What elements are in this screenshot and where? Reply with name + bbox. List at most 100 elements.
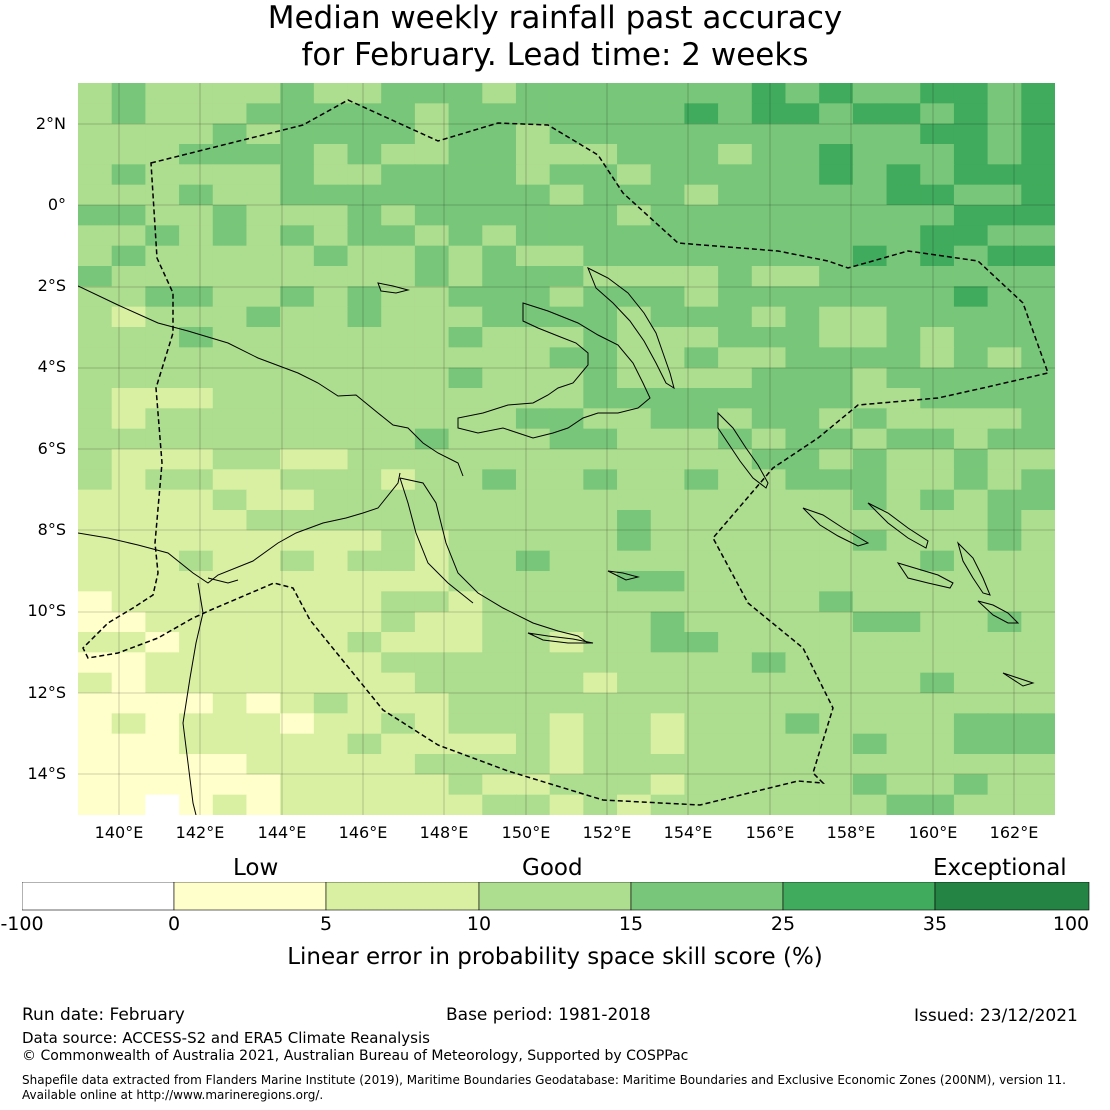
skill-cell — [852, 611, 888, 633]
skill-cell — [280, 245, 315, 267]
lon-label-156e: 156°E — [745, 823, 795, 842]
colorbar-tick: 35 — [922, 913, 948, 935]
skill-cell — [179, 306, 214, 328]
skill-cell — [852, 632, 888, 653]
skill-cell — [684, 164, 719, 186]
colorbar-tick: 15 — [618, 913, 644, 935]
shapefile-credit: Shapefile data extracted from Flanders M… — [22, 1073, 1066, 1087]
skill-cell — [819, 672, 854, 694]
skill-cell — [785, 652, 820, 674]
skill-cell — [785, 774, 820, 796]
skill-cell — [819, 388, 854, 409]
skill-cell — [987, 672, 1022, 694]
skill-cell — [684, 245, 719, 267]
skill-cell — [819, 327, 854, 348]
lon-label-154e: 154°E — [663, 823, 713, 842]
skill-cell — [785, 184, 820, 206]
skill-cell — [145, 103, 180, 125]
skill-cell — [381, 591, 416, 613]
skill-cell — [246, 144, 281, 165]
skill-cell — [246, 550, 281, 572]
skill-cell — [482, 611, 517, 633]
skill-cell — [280, 510, 315, 531]
skill-cell — [583, 428, 618, 450]
skill-cell — [381, 388, 416, 409]
skill-cell — [617, 510, 652, 531]
skill-cell — [987, 510, 1022, 531]
skill-cell — [381, 754, 416, 775]
skill-cell — [111, 205, 146, 226]
skill-cell — [549, 571, 584, 592]
papuan-gulf-coast — [399, 477, 474, 604]
skill-cell — [987, 286, 1022, 308]
skill-cell — [448, 184, 483, 206]
skill-cell — [920, 652, 955, 674]
skill-cell — [212, 408, 248, 430]
skill-cell — [111, 388, 146, 409]
skill-cell — [145, 144, 180, 165]
skill-cell — [313, 571, 349, 592]
skill-cell — [145, 591, 180, 613]
copyright: © Commonwealth of Australia 2021, Austra… — [22, 1048, 689, 1064]
skill-cell — [111, 733, 146, 755]
skill-cell — [583, 388, 618, 409]
skill-cell — [819, 591, 854, 613]
skill-cell — [179, 408, 214, 430]
skill-cell — [583, 530, 618, 552]
skill-cell — [414, 245, 450, 267]
skill-cell — [78, 347, 113, 369]
skill-cell — [145, 245, 180, 267]
skill-cell — [583, 693, 618, 714]
skill-cell — [414, 164, 450, 186]
skill-cell — [78, 652, 113, 674]
skill-cell — [751, 266, 787, 287]
skill-cell — [886, 347, 921, 369]
skill-cell — [381, 774, 416, 796]
skill-cell — [78, 489, 113, 511]
skill-cell — [852, 144, 888, 165]
skill-cell — [482, 510, 517, 531]
skill-cell — [78, 367, 113, 389]
skill-cell — [212, 449, 248, 470]
skill-cell — [953, 693, 989, 714]
skill-cell — [751, 530, 787, 552]
skill-cell — [313, 672, 349, 694]
skill-cell — [145, 428, 180, 450]
skill-cell — [819, 408, 854, 430]
skill-cell — [179, 693, 214, 714]
skill-cell — [852, 693, 888, 714]
skill-cell — [549, 245, 584, 267]
skill-cell — [583, 408, 618, 430]
skill-cell — [280, 672, 315, 694]
skill-cell — [179, 225, 214, 247]
skill-cell — [886, 266, 921, 287]
skill-cell — [280, 408, 315, 430]
skill-cell — [684, 713, 719, 735]
skill-cell — [718, 632, 753, 653]
skill-cell — [414, 306, 450, 328]
skill-cell — [751, 83, 787, 104]
skill-cell — [819, 794, 854, 815]
skill-cell — [313, 449, 349, 470]
skill-cell — [482, 754, 517, 775]
skill-cell — [246, 184, 281, 206]
skill-cell — [482, 591, 517, 613]
skill-cell — [819, 469, 854, 491]
skill-cell — [313, 388, 349, 409]
skill-cell — [751, 489, 787, 511]
skill-cell — [1021, 428, 1055, 450]
skill-cell — [785, 306, 820, 328]
skill-cell — [751, 469, 787, 491]
skill-cell — [852, 774, 888, 796]
skill-cell — [179, 571, 214, 592]
skill-cell — [482, 347, 517, 369]
skill-cell — [482, 327, 517, 348]
skill-cell — [448, 672, 483, 694]
skill-cell — [617, 550, 652, 572]
skill-cell — [482, 794, 517, 815]
guadalcanal — [896, 562, 954, 589]
skill-cell — [718, 367, 753, 389]
skill-cell — [953, 266, 989, 287]
skill-cell — [347, 794, 382, 815]
skill-cell — [381, 733, 416, 755]
